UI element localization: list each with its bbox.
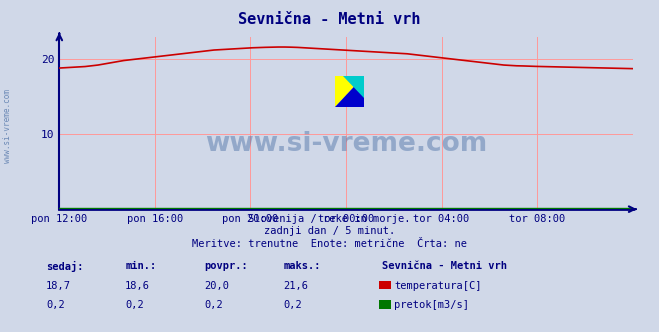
Text: sedaj:: sedaj:	[46, 261, 84, 272]
Text: 0,2: 0,2	[204, 300, 223, 310]
Text: zadnji dan / 5 minut.: zadnji dan / 5 minut.	[264, 226, 395, 236]
Text: 0,2: 0,2	[125, 300, 144, 310]
Text: www.si-vreme.com: www.si-vreme.com	[3, 89, 13, 163]
Text: Sevnična - Metni vrh: Sevnična - Metni vrh	[382, 261, 507, 271]
Text: 0,2: 0,2	[283, 300, 302, 310]
Text: 18,7: 18,7	[46, 281, 71, 290]
Text: www.si-vreme.com: www.si-vreme.com	[205, 130, 487, 157]
Text: Sevnična - Metni vrh: Sevnična - Metni vrh	[239, 12, 420, 27]
Text: 0,2: 0,2	[46, 300, 65, 310]
Text: maks.:: maks.:	[283, 261, 321, 271]
Text: temperatura[C]: temperatura[C]	[394, 281, 482, 290]
Text: povpr.:: povpr.:	[204, 261, 248, 271]
Polygon shape	[343, 76, 364, 98]
Text: Slovenija / reke in morje.: Slovenija / reke in morje.	[248, 214, 411, 224]
Polygon shape	[335, 76, 364, 107]
Text: Meritve: trenutne  Enote: metrične  Črta: ne: Meritve: trenutne Enote: metrične Črta: …	[192, 239, 467, 249]
Text: pretok[m3/s]: pretok[m3/s]	[394, 300, 469, 310]
Polygon shape	[335, 76, 364, 107]
Text: 20,0: 20,0	[204, 281, 229, 290]
Text: 18,6: 18,6	[125, 281, 150, 290]
Text: min.:: min.:	[125, 261, 156, 271]
Text: 21,6: 21,6	[283, 281, 308, 290]
